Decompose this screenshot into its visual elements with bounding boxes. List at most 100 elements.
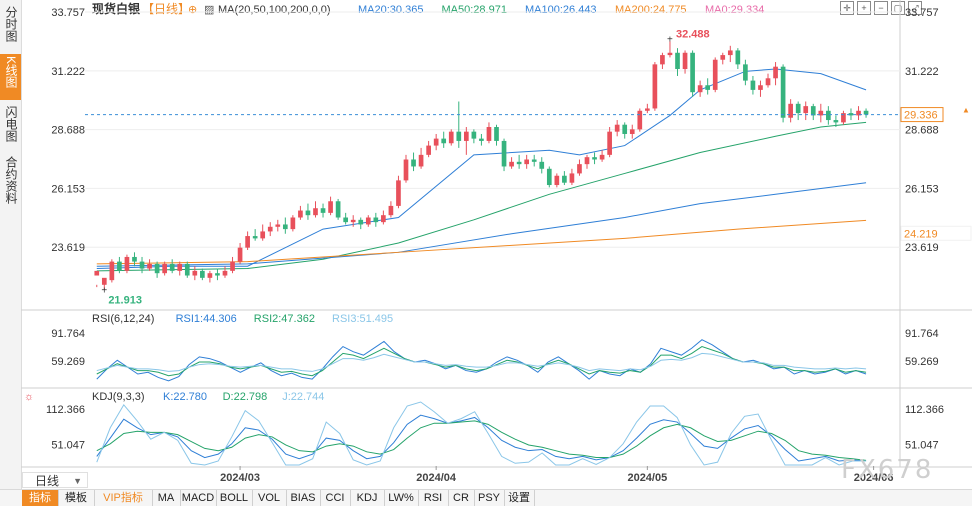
candle-body — [237, 247, 243, 262]
x-tick-label: 2024/06 — [854, 472, 894, 484]
candle-body — [516, 161, 522, 165]
candle-body — [267, 226, 273, 232]
candle-body — [396, 180, 401, 206]
indicator-tab[interactable]: KDJ — [350, 490, 385, 506]
candle-body — [192, 270, 198, 276]
tab-kline-chart[interactable]: K线图 — [0, 54, 21, 100]
candle-body — [162, 263, 167, 274]
tab-label: 合约资料 — [4, 156, 18, 204]
crosshair-icon[interactable]: ✛ — [840, 1, 854, 15]
candle-body — [418, 154, 424, 167]
candle-body — [426, 145, 431, 155]
candle-body — [509, 161, 514, 167]
fullscreen-icon[interactable]: ⤢ — [908, 1, 922, 15]
candle-body — [592, 157, 597, 160]
candle-body — [275, 224, 281, 227]
indicator-legend-item: RSI3:51.495 — [332, 313, 393, 325]
candle-body — [795, 103, 801, 114]
indicator-tab[interactable]: CCI — [320, 490, 351, 506]
indicator-tab[interactable]: RSI — [418, 490, 449, 506]
candle-body — [486, 127, 492, 141]
candle-body — [735, 50, 741, 65]
period-selector[interactable]: 日线 ▼ — [22, 472, 88, 488]
candle-body — [441, 138, 447, 144]
indicator-tab[interactable]: BIAS — [286, 490, 321, 506]
indicator-line — [96, 339, 867, 382]
candle-body — [101, 277, 107, 285]
indicator-tab[interactable]: VOL — [252, 490, 287, 506]
zoom-in-icon[interactable]: + — [857, 1, 871, 15]
candle-body — [810, 106, 816, 116]
indicator-tab[interactable]: VIP指标 — [94, 490, 153, 506]
candle-body — [622, 124, 628, 134]
tab-contract-info[interactable]: 合约资料 — [0, 154, 21, 214]
indicator-tab[interactable]: BOLL — [216, 490, 253, 506]
candle-body — [569, 173, 575, 183]
zoom-out-icon[interactable]: − — [874, 1, 888, 15]
indicator-tab[interactable]: PSY — [474, 490, 505, 506]
low-price-label: 21.913 — [108, 294, 142, 306]
y-tick-label-right: 28.688 — [905, 125, 939, 137]
current-price-label: 29.336 — [904, 110, 938, 122]
y-tick-label-left: 31.222 — [51, 66, 85, 78]
reset-icon[interactable]: ▢ — [891, 1, 905, 15]
ma200-axis-label: 24.219 — [904, 228, 938, 240]
indicator-tab[interactable]: 设置 — [504, 490, 535, 506]
candle-body — [562, 175, 567, 183]
candle-body — [328, 201, 333, 213]
indicator-line — [96, 401, 867, 466]
candle-body — [381, 215, 386, 223]
candle-body — [132, 256, 137, 262]
candle-body — [848, 113, 854, 116]
watermark: FX678 — [841, 455, 934, 485]
candle-body — [365, 217, 371, 225]
tab-flash-chart[interactable]: 闪电图 — [0, 104, 21, 150]
indicator-y-tick-left: 51.047 — [51, 439, 85, 451]
indicator-legend-item: D:22.798 — [223, 391, 268, 403]
candle-body — [765, 78, 771, 86]
indicator-tab[interactable]: CR — [448, 490, 475, 506]
candle-body — [780, 66, 786, 118]
y-tick-label-right: 33.757 — [905, 7, 939, 19]
candle-body — [682, 52, 688, 70]
candle-body — [531, 159, 537, 162]
indicator-title: RSI(6,12,24) — [92, 313, 154, 325]
indicator-tab[interactable]: LW% — [384, 490, 419, 506]
candle-body — [539, 161, 545, 169]
y-tick-label-left: 23.619 — [51, 242, 85, 254]
candle-body — [554, 175, 560, 186]
candle-body — [117, 261, 122, 271]
candle-body — [494, 127, 499, 141]
candle-body — [245, 236, 250, 248]
candle-body — [720, 55, 726, 60]
ma-line-ma100 — [96, 182, 867, 267]
indicator-tab[interactable]: 模板 — [58, 490, 95, 506]
candle-body — [629, 129, 635, 134]
candle-body — [463, 131, 469, 141]
candle-body — [652, 64, 658, 109]
price-marker-icon: ▲ — [962, 106, 970, 115]
high-price-label: 32.488 — [676, 28, 710, 40]
candle-body — [524, 159, 530, 165]
tab-time-chart[interactable]: 分时图 — [0, 4, 21, 50]
candle-body — [705, 85, 711, 90]
indicator-tab[interactable]: 指标 — [22, 490, 59, 506]
indicator-y-tick-left: 59.269 — [51, 356, 85, 368]
x-tick-label: 2024/03 — [220, 472, 260, 484]
candle-body — [222, 270, 228, 276]
indicator-y-tick-right: 59.269 — [905, 356, 939, 368]
candle-body — [577, 164, 582, 174]
ma-line-ma50 — [96, 121, 867, 272]
candle-body — [320, 208, 326, 213]
chart-svg[interactable]: 现货白银 【日线】⊕ ▨ MA(20,50,100,200,0,0) MA20:30.3… — [0, 0, 972, 490]
candle-body — [727, 50, 733, 56]
indicator-legend-item: K:22.780 — [163, 391, 207, 403]
chart-symbol: 现货白银 — [92, 1, 141, 16]
candle-body — [252, 236, 258, 239]
candle-body — [313, 208, 318, 216]
indicator-tab[interactable]: MA — [152, 490, 181, 506]
candle-body — [282, 224, 288, 230]
candle-body — [743, 64, 748, 81]
candle-body — [712, 59, 718, 90]
indicator-tab[interactable]: MACD — [180, 490, 217, 506]
